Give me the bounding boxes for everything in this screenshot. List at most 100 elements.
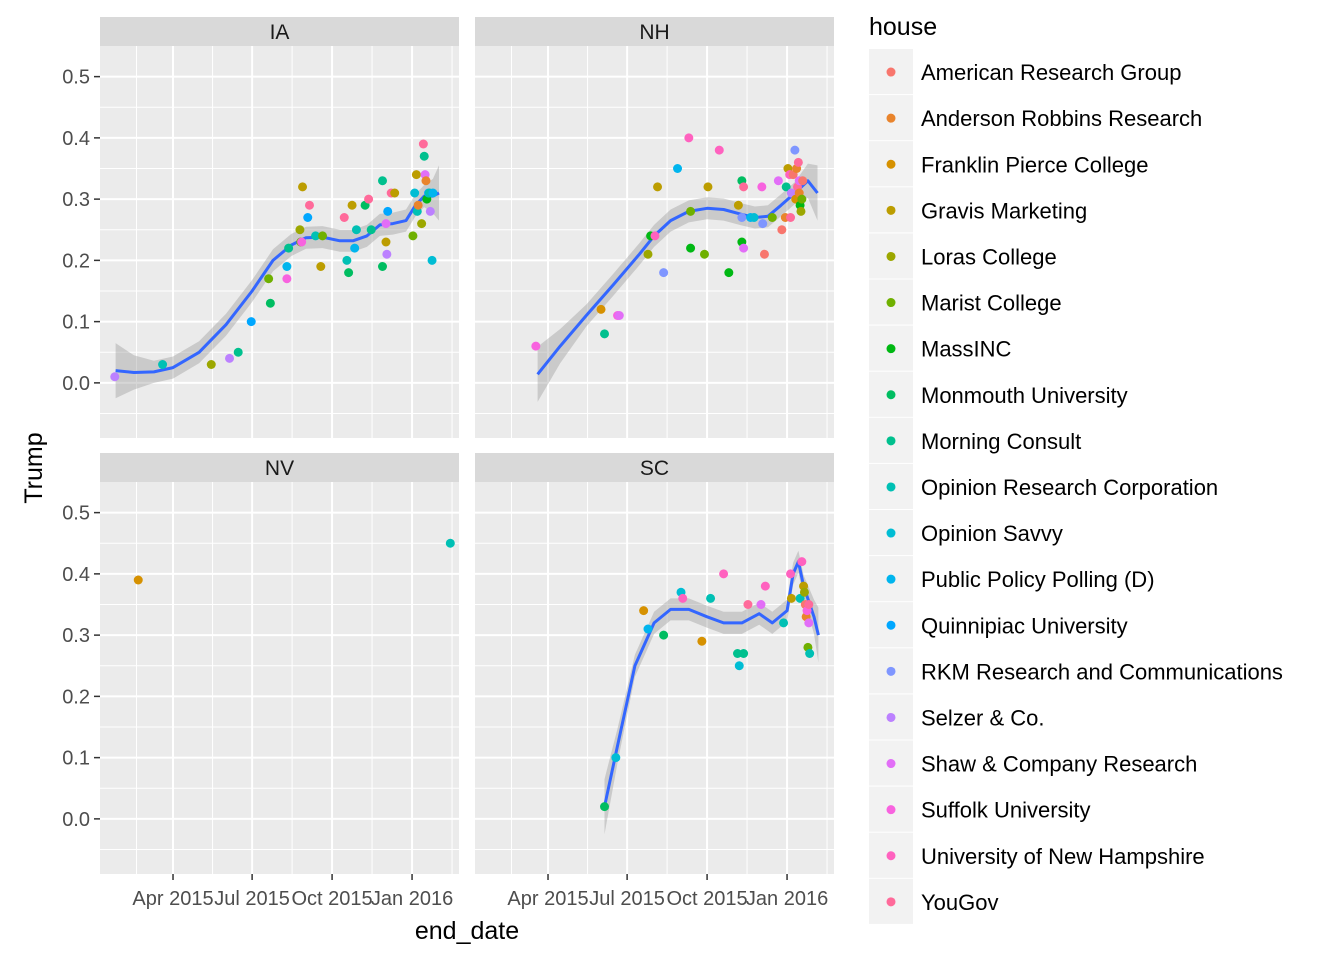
data-point [382, 249, 392, 259]
legend-swatch [886, 897, 896, 907]
legend-label: Selzer & Co. [921, 705, 1045, 730]
data-point [531, 341, 541, 351]
data-point [673, 164, 683, 173]
y-tick-label: 0.0 [62, 373, 90, 395]
data-point [206, 360, 216, 369]
legend-label: Shaw & Company Research [921, 752, 1197, 777]
data-point [643, 624, 653, 634]
data-point [304, 200, 314, 210]
legend-swatch [886, 298, 896, 308]
legend-swatch [886, 67, 896, 77]
y-tick-label: 0.2 [62, 250, 90, 272]
x-axis-title: end_date [415, 917, 519, 945]
data-point [421, 176, 431, 186]
legend-swatch [886, 666, 896, 676]
data-point [639, 606, 649, 616]
y-tick-label: 0.1 [62, 748, 90, 770]
data-point [706, 593, 716, 603]
data-point [798, 176, 808, 186]
facet-strip [475, 453, 834, 482]
data-point [408, 231, 418, 241]
data-point [284, 243, 294, 253]
data-point [282, 262, 292, 271]
y-tick-label: 0.3 [62, 189, 90, 211]
y-axis-title: Trump [20, 432, 48, 503]
data-point [417, 219, 427, 229]
data-point [596, 304, 606, 314]
data-point [225, 353, 235, 363]
data-point [686, 243, 696, 253]
legend-swatch [886, 251, 896, 261]
data-point [110, 372, 120, 382]
data-point [757, 182, 767, 192]
legend-swatch [886, 344, 896, 354]
y-tick-label: 0.4 [62, 564, 90, 586]
legend-swatch [886, 482, 896, 492]
data-point [381, 219, 391, 229]
legend-label: Quinnipiac University [921, 613, 1128, 638]
data-point [734, 661, 744, 671]
data-point [428, 188, 438, 198]
y-tick-label: 0.2 [62, 686, 90, 708]
facet-strip-label: NH [639, 21, 669, 44]
data-point [786, 213, 796, 222]
data-point [643, 249, 653, 259]
x-tick-label: Jul 2015 [214, 888, 290, 910]
x-tick-label: Apr 2015 [507, 888, 588, 910]
panel-background [475, 46, 834, 438]
data-point [233, 347, 243, 357]
data-point [600, 802, 610, 812]
facet-strip-label: NV [265, 457, 294, 480]
data-point [347, 200, 357, 210]
facet-panel-ia: IA 0.0 0.1 0.2 0.3 0.4 0.5 [62, 17, 459, 438]
legend: American Research Group Anderson Robbins … [869, 49, 1283, 924]
data-point [697, 636, 707, 646]
data-point [295, 225, 305, 235]
legend-label: Franklin Pierce College [921, 152, 1148, 177]
legend-label: American Research Group [921, 60, 1181, 85]
data-point [797, 194, 807, 204]
data-point [804, 618, 814, 628]
data-point [659, 630, 669, 640]
x-tick-label: Jan 2016 [746, 888, 828, 910]
data-point [339, 213, 349, 222]
x-tick-label: Jul 2015 [589, 888, 665, 910]
data-point [419, 151, 429, 161]
panel-background [100, 46, 459, 438]
data-point [797, 557, 807, 567]
data-point [714, 145, 724, 155]
y-tick-label: 0.5 [62, 503, 90, 525]
data-point [445, 538, 455, 548]
data-point [749, 213, 759, 222]
smooth-line [603, 560, 820, 807]
data-point [659, 268, 669, 278]
facet-panel-nv: NV 0.0 0.1 0.2 0.3 0.4 0.5 Apr 2015 Jul 2015 Oct … [62, 453, 459, 910]
data-point [756, 600, 766, 609]
data-point [759, 249, 769, 259]
data-point [786, 593, 796, 603]
legend-label: Public Policy Polling (D) [921, 567, 1155, 592]
data-point [790, 145, 800, 155]
data-point [350, 243, 360, 253]
data-point [303, 213, 313, 222]
data-point [390, 188, 400, 198]
data-point [724, 268, 734, 278]
data-point [381, 237, 391, 247]
x-tick-label: Jan 2016 [371, 888, 453, 910]
legend-swatch [886, 205, 896, 215]
data-point [703, 182, 713, 192]
panel-background [475, 482, 834, 874]
smooth-line [536, 179, 819, 376]
legend-label: Loras College [921, 244, 1057, 269]
data-point [383, 206, 393, 216]
facet-strip-label: IA [270, 21, 290, 44]
legend-label: University of New Hampshire [921, 844, 1205, 869]
legend-label: Gravis Marketing [921, 198, 1087, 223]
data-point [684, 133, 694, 143]
data-point [265, 298, 275, 308]
legend-label: YouGov [921, 890, 998, 915]
data-point [413, 200, 423, 210]
data-point [264, 274, 274, 284]
legend-swatch [886, 759, 896, 769]
